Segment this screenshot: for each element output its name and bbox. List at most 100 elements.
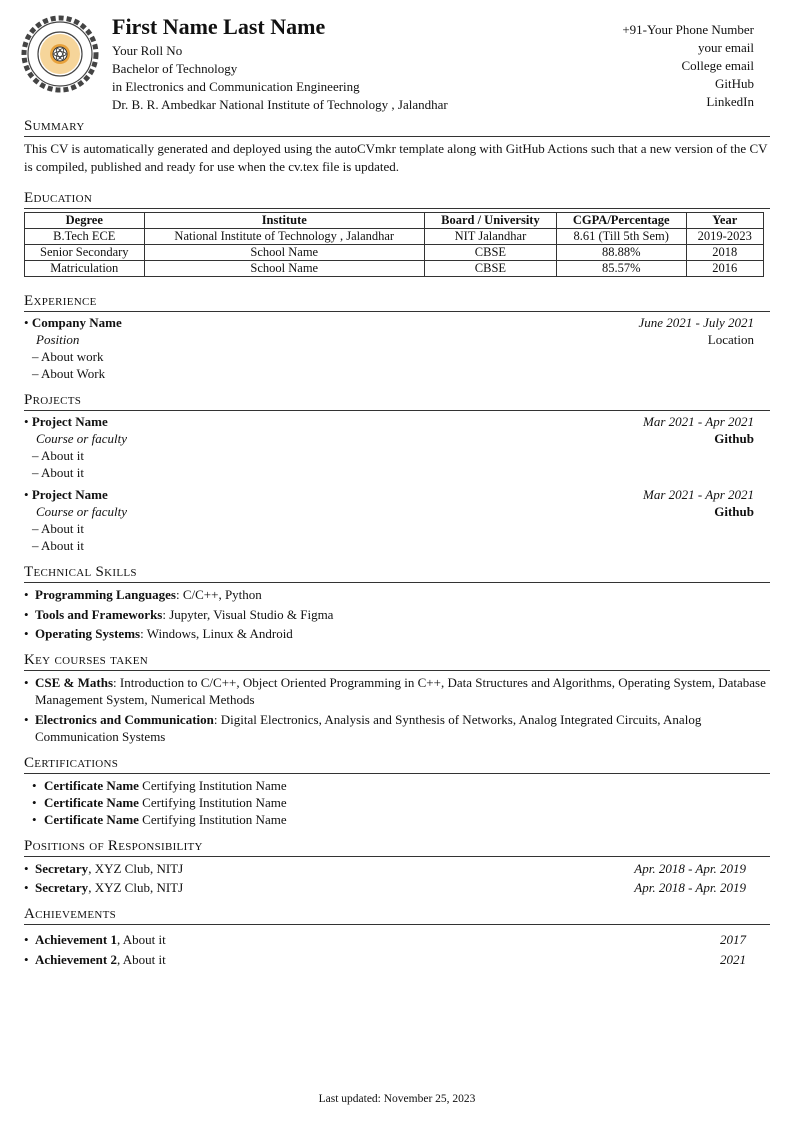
point: About it <box>41 521 85 536</box>
section-skills: Technical Skills <box>24 564 770 583</box>
linkedin-link[interactable]: LinkedIn <box>706 94 754 109</box>
date: Mar 2021 - Apr 2021 <box>643 487 754 502</box>
github-link[interactable]: Github <box>714 503 754 519</box>
project-entry: • Project Name Mar 2021 - Apr 2021 Course… <box>24 414 754 480</box>
list-item: Certificate Name Certifying Institution … <box>24 794 770 811</box>
date: 2017 <box>720 932 746 947</box>
cell: School Name <box>143 260 425 277</box>
label: Achievement 2 <box>35 951 117 967</box>
course: Course or faculty <box>36 430 127 446</box>
location: Location <box>707 331 754 347</box>
courses-list: CSE & Maths: Introduction to C/C++, Obje… <box>24 674 770 745</box>
skills-list: Programming Languages: C/C++, Python Too… <box>24 586 770 642</box>
degree: Bachelor of Technology <box>112 61 238 76</box>
roll-no: Your Roll No <box>112 43 183 58</box>
cell: NIT Jalandhar <box>423 228 557 245</box>
section-courses: Key courses taken <box>24 652 770 671</box>
last-updated: Last updated: November 25, 2023 <box>318 1093 476 1105</box>
value: : C/C++, Python <box>175 587 262 602</box>
value: , XYZ Club, NITJ <box>88 880 184 895</box>
cell: 8.61 (Till 5th Sem) <box>555 228 687 245</box>
column-header: Institute <box>143 212 425 229</box>
email-link[interactable]: your email <box>698 40 754 55</box>
college-email-link[interactable]: College email <box>681 58 754 73</box>
full-name: First Name Last Name <box>112 14 326 39</box>
certifications-list: Certificate Name Certifying Institution … <box>24 777 770 828</box>
list-item: Achievement 2, About it 2021 <box>24 951 746 968</box>
label: Certificate Name <box>44 811 139 827</box>
cell: Matriculation <box>24 260 145 277</box>
institute: Dr. B. R. Ambedkar National Institute of… <box>112 97 448 112</box>
label: Secretary <box>35 880 89 895</box>
value: , XYZ Club, NITJ <box>88 860 184 876</box>
list-item: Operating Systems: Windows, Linux & Andr… <box>24 625 770 642</box>
point: About work <box>41 349 104 364</box>
section-summary: Summary <box>24 118 770 137</box>
section-certifications: Certifications <box>24 755 770 774</box>
point: About it <box>41 465 85 480</box>
cv-header: First Name Last Name Your Roll No Bachel… <box>21 0 770 118</box>
table-row: Matriculation School Name CBSE 85.57% 2016 <box>24 260 765 277</box>
date: 2021 <box>720 951 746 967</box>
date: Apr. 2018 - Apr. 2019 <box>634 880 746 895</box>
point: About Work <box>41 366 106 381</box>
github-link[interactable]: Github <box>714 430 754 446</box>
value: : Digital Electronics, Analysis and Synt… <box>35 711 702 744</box>
cell: 85.57% <box>555 260 687 277</box>
cell: School Name <box>143 244 425 261</box>
list-item: Electronics and Communication: Digital E… <box>24 711 770 745</box>
list-item: Secretary, XYZ Club, NITJ Apr. 2018 - Apr… <box>24 860 746 877</box>
position: Position <box>36 331 80 347</box>
label: Certificate Name <box>44 777 139 793</box>
value: : Introduction to C/C++, Object Oriented… <box>35 675 766 707</box>
label: Operating Systems <box>35 626 141 641</box>
list-item: Tools and Frameworks: Jupyter, Visual St… <box>24 606 770 623</box>
list-item: Certificate Name Certifying Institution … <box>24 811 770 828</box>
project-name: Project Name <box>31 487 108 502</box>
section-achievements: Achievements <box>24 906 770 925</box>
section-projects: Projects <box>24 392 770 411</box>
label: CSE & Maths <box>35 675 114 690</box>
cell: 2016 <box>685 260 765 277</box>
cell: 2018 <box>685 244 765 261</box>
label: Secretary <box>35 860 89 876</box>
cell: National Institute of Technology , Jalan… <box>143 228 425 245</box>
label: Electronics and Communication <box>35 711 214 727</box>
list-item: Achievement 1, About it 2017 <box>24 931 746 948</box>
column-header: CGPA/Percentage <box>555 212 687 229</box>
label: Achievement 1 <box>35 932 117 947</box>
table-row: Senior Secondary School Name CBSE 88.88% 201… <box>24 244 765 261</box>
phone: +91-Your Phone Number <box>622 22 754 37</box>
value: Certifying Institution Name <box>138 794 287 810</box>
cell: CBSE <box>423 260 557 277</box>
course: Course or faculty <box>36 503 127 519</box>
cell: 2019-2023 <box>685 228 765 245</box>
github-link[interactable]: GitHub <box>715 76 754 91</box>
date: Apr. 2018 - Apr. 2019 <box>634 860 746 876</box>
section-education: Education <box>24 190 770 209</box>
cell: Senior Secondary <box>24 244 145 261</box>
list-item: Secretary, XYZ Club, NITJ Apr. 2018 - Apr… <box>24 879 746 896</box>
cell: CBSE <box>423 244 557 261</box>
column-header: Year <box>685 212 765 229</box>
project-name: Project Name <box>31 414 108 429</box>
label: Certificate Name <box>44 794 139 810</box>
cell: B.Tech ECE <box>24 228 145 245</box>
column-header: Board / University <box>423 212 557 229</box>
section-positions: Positions of Responsibility <box>24 838 770 857</box>
point: About it <box>41 538 85 553</box>
list-item: CSE & Maths: Introduction to C/C++, Obje… <box>24 674 770 708</box>
value: , About it <box>116 951 166 967</box>
value: Certifying Institution Name <box>138 777 287 793</box>
date: Mar 2021 - Apr 2021 <box>643 414 754 429</box>
value: , About it <box>116 932 166 947</box>
table-row: B.Tech ECE National Institute of Technolo… <box>24 228 765 245</box>
label: Programming Languages <box>35 587 176 602</box>
list-item: Programming Languages: C/C++, Python <box>24 586 770 603</box>
section-experience: Experience <box>24 293 770 312</box>
company-name: Company Name <box>31 315 122 330</box>
value: Certifying Institution Name <box>138 811 287 827</box>
point: About it <box>41 448 85 463</box>
